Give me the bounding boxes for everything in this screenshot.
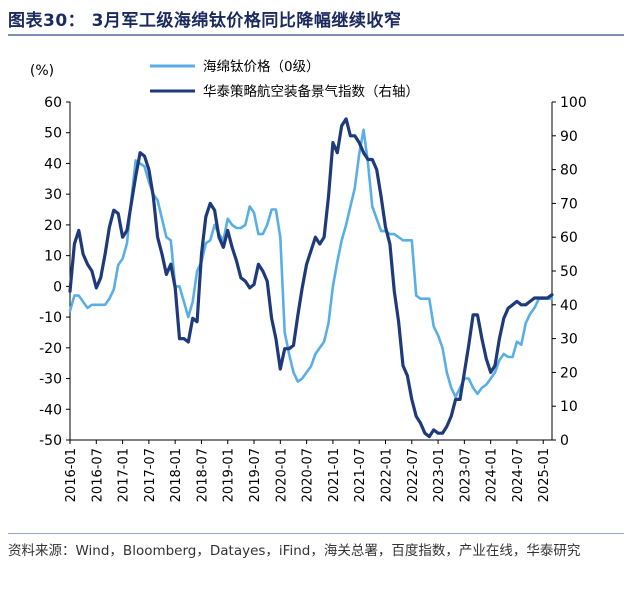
left-axis-tick-label: -50 <box>39 433 62 449</box>
left-axis-tick-label: -20 <box>39 341 62 357</box>
x-tick-labels: 2016-01 2016-07 2017-01 2017-07 2018-01 2018-… <box>64 440 552 502</box>
right-axis-tick-label: 60 <box>560 230 578 246</box>
series-lines <box>68 117 554 439</box>
x-axis-tick-label: 2018-07 <box>195 448 210 502</box>
x-axis-tick-label: 2019-07 <box>248 448 263 502</box>
x-axis-tick-label: 2022-07 <box>406 448 421 502</box>
x-axis-tick-label: 2024-07 <box>511 448 526 502</box>
x-axis-tick-label: 2022-01 <box>379 448 394 502</box>
left-axis-tick-label: -10 <box>39 310 62 326</box>
x-axis-tick-label: 2025-01 <box>537 448 552 502</box>
right-axis-tick-label: 30 <box>560 332 578 348</box>
legend-label-titanium-price: 海绵钛价格（0级） <box>203 59 320 75</box>
left-axis-tick-label: -40 <box>39 402 62 418</box>
x-axis-tick-label: 2023-01 <box>432 448 447 502</box>
axes: 6050403020100-10-20-30-40-50100908070605… <box>39 95 587 449</box>
series-line-aviation-index <box>68 117 554 439</box>
left-axis-tick-label: -30 <box>39 372 62 388</box>
right-axis-tick-label: 90 <box>560 129 578 145</box>
right-axis-tick-label: 100 <box>560 95 587 111</box>
series-line-titanium-price <box>68 128 554 399</box>
x-axis-tick-label: 2024-01 <box>485 448 500 502</box>
right-axis-tick-label: 40 <box>560 298 578 314</box>
x-axis-tick-label: 2021-07 <box>353 448 368 502</box>
x-axis-tick-label: 2020-01 <box>274 448 289 502</box>
y-unit-label: (%) <box>30 63 54 79</box>
x-axis-tick-label: 2016-01 <box>64 448 79 502</box>
left-axis-tick-label: 40 <box>44 156 62 172</box>
source-divider <box>8 533 624 534</box>
x-axis-tick-label: 2020-07 <box>301 448 316 502</box>
right-axis-tick-label: 80 <box>560 163 578 179</box>
dual-axis-line-chart: (%) 海绵钛价格（0级） 华泰策略航空装备景气指数（右轴） 60 50 40 30 2… <box>30 59 587 502</box>
figure-title: 图表30： 3月军工级海绵钛价格同比降幅继续收窄 <box>8 11 402 31</box>
x-axis-tick-label: 2021-01 <box>327 448 342 502</box>
right-axis-tick-label: 0 <box>560 433 569 449</box>
left-axis-tick-label: 10 <box>44 249 62 265</box>
right-axis-tick-label: 50 <box>560 264 578 280</box>
x-axis-tick-label: 2017-07 <box>143 448 158 502</box>
left-axis-tick-label: 60 <box>44 95 62 111</box>
x-axis-tick-label: 2019-01 <box>222 448 237 502</box>
left-axis-tick-label: 20 <box>44 218 62 234</box>
right-axis-tick-label: 10 <box>560 399 578 415</box>
legend: 海绵钛价格（0级） 华泰策略航空装备景气指数（右轴） <box>150 59 419 100</box>
x-axis-tick-label: 2016-07 <box>90 448 105 502</box>
x-axis-tick-label: 2018-01 <box>169 448 184 502</box>
left-axis-tick-label: 0 <box>53 279 62 295</box>
title-divider <box>8 34 624 36</box>
right-axis-tick-label: 70 <box>560 196 578 212</box>
x-axis-tick-label: 2023-07 <box>458 448 473 502</box>
left-axis-tick-label: 50 <box>44 126 62 142</box>
legend-label-aviation-index: 华泰策略航空装备景气指数（右轴） <box>203 83 419 100</box>
x-axis-tick-label: 2017-01 <box>117 448 132 502</box>
source-note: 资料来源：Wind，Bloomberg，Datayes，iFind，海关总署，百… <box>8 543 581 559</box>
right-axis-tick-label: 20 <box>560 365 578 381</box>
left-axis-tick-label: 30 <box>44 187 62 203</box>
